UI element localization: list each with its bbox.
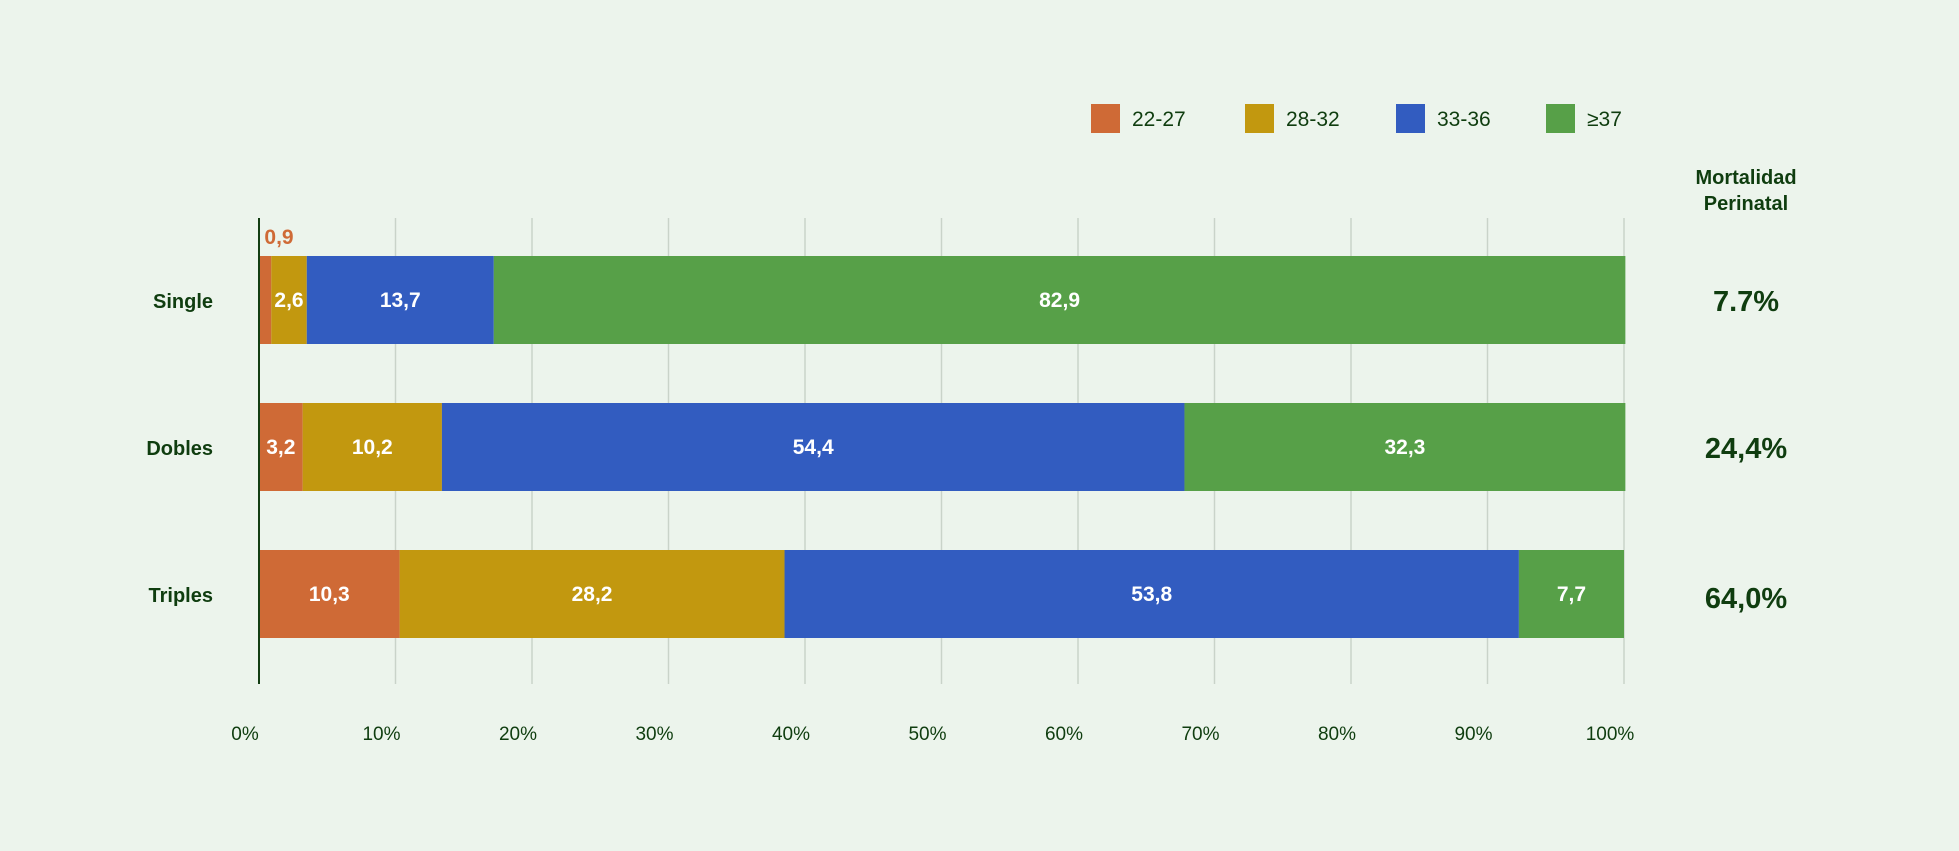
data-label-triples-28-32: 28,2 — [572, 583, 613, 606]
data-label-dobles-37: 32,3 — [1384, 436, 1425, 459]
category-label-triples: Triples — [149, 585, 213, 607]
legend: 22-27 28-32 33-36 ≥37 — [1091, 104, 1622, 133]
bar-dobles-37 — [1184, 403, 1626, 491]
mortality-value-single: 7.7% — [1713, 286, 1779, 318]
bar-single-37 — [493, 256, 1626, 344]
mortality-value-dobles: 24,4% — [1705, 433, 1787, 465]
x-tick-label: 100% — [1586, 724, 1635, 745]
data-label-triples-37: 7,7 — [1557, 583, 1586, 606]
legend-label-37: ≥37 — [1587, 108, 1622, 131]
data-label-triples-22-27: 10,3 — [309, 583, 350, 606]
mortality-title-line-1: Mortalidad — [1695, 167, 1796, 189]
mortality-title-line-2: Perinatal — [1704, 193, 1788, 215]
bar-single-28-32 — [271, 256, 307, 344]
data-label-dobles-28-32: 10,2 — [352, 436, 393, 459]
bar-dobles-33-36 — [441, 403, 1185, 491]
bar-dobles-22-27 — [259, 403, 303, 491]
bar-dobles-28-32 — [302, 403, 442, 491]
bar-single-22-27 — [259, 256, 272, 344]
bar-single-33-36 — [306, 256, 494, 344]
data-label-single-33-36: 13,7 — [380, 289, 421, 312]
category-label-single: Single — [153, 291, 213, 313]
bar-triples-37 — [1518, 550, 1624, 638]
data-label-single-37: 82,9 — [1039, 289, 1080, 312]
legend-label-22-27: 22-27 — [1132, 108, 1186, 131]
data-label-single-22-27: 0,9 — [264, 226, 293, 249]
legend-label-28-32: 28-32 — [1286, 108, 1340, 131]
mortality-column: Mortalidad Perinatal 7.7% 24,4% 64,0% — [1695, 167, 1796, 615]
legend-swatch-37 — [1546, 104, 1575, 133]
x-tick-label: 40% — [772, 724, 810, 745]
x-tick-label: 90% — [1454, 724, 1492, 745]
data-label-triples-33-36: 53,8 — [1131, 583, 1172, 606]
legend-label-33-36: 33-36 — [1437, 108, 1491, 131]
label-layer: 0% 10% 20% 30% 40% 50% 60% 70% 80% 90% 100% 0,9 2,6 1… — [146, 226, 1634, 745]
bar-layer — [259, 256, 1626, 638]
x-tick-label: 60% — [1045, 724, 1083, 745]
category-label-dobles: Dobles — [146, 438, 213, 460]
x-tick-label: 70% — [1181, 724, 1219, 745]
mortality-value-triples: 64,0% — [1705, 583, 1787, 615]
data-label-dobles-33-36: 54,4 — [793, 436, 834, 459]
legend-swatch-33-36 — [1396, 104, 1425, 133]
bar-triples-28-32 — [399, 550, 785, 638]
x-tick-label: 30% — [635, 724, 673, 745]
data-label-single-28-32: 2,6 — [274, 289, 303, 312]
bar-triples-22-27 — [259, 550, 400, 638]
bar-triples-33-36 — [784, 550, 1519, 638]
data-label-dobles-22-27: 3,2 — [266, 436, 295, 459]
legend-swatch-22-27 — [1091, 104, 1120, 133]
x-tick-label: 20% — [499, 724, 537, 745]
x-tick-label: 10% — [362, 724, 400, 745]
legend-swatch-28-32 — [1245, 104, 1274, 133]
x-tick-label: 80% — [1318, 724, 1356, 745]
x-tick-label: 0% — [231, 724, 259, 745]
x-tick-label: 50% — [908, 724, 946, 745]
